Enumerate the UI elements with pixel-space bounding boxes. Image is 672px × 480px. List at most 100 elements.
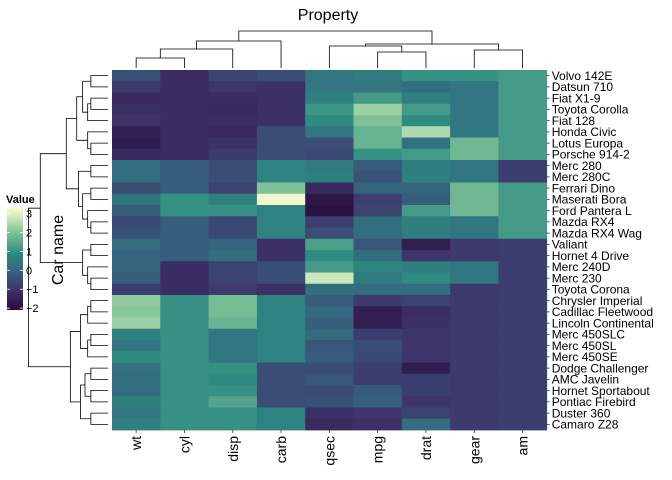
- x-tick-label: wt: [128, 436, 144, 451]
- dendrogram-link: [87, 131, 108, 150]
- heatmap-cell: [498, 193, 548, 206]
- dendrogram-link: [90, 277, 108, 290]
- dendrogram-link: [328, 45, 403, 68]
- heatmap-cell: [450, 340, 499, 352]
- y-tick-label: Chrysler Imperial: [552, 294, 643, 308]
- heatmap-cell: [450, 306, 499, 318]
- y-tick-label: Mazda RX4: [552, 215, 615, 229]
- heatmap-cell: [160, 328, 209, 341]
- heatmap-cell: [112, 137, 161, 150]
- heatmap-cell: [160, 373, 209, 386]
- dendrogram-link: [65, 118, 79, 190]
- heatmap-cell: [305, 250, 354, 262]
- heatmap-cell: [401, 238, 451, 251]
- heatmap-cell: [160, 283, 209, 296]
- y-tick-label: Ferrari Dino: [552, 181, 616, 195]
- heatmap-cell: [353, 418, 403, 431]
- heatmap-cell: [450, 160, 499, 172]
- x-tick-label: gear: [466, 436, 482, 464]
- heatmap-cell: [353, 261, 403, 273]
- dendrogram-link: [90, 243, 108, 257]
- heatmap-cell: [256, 418, 306, 431]
- heatmap-cell: [450, 171, 499, 183]
- heatmap-cell: [256, 283, 306, 296]
- heatmap-cell: [353, 193, 403, 206]
- dendrogram-link: [196, 40, 282, 68]
- y-tick-label: Camaro Z28: [552, 418, 619, 432]
- y-tick-label: Datsun 710: [552, 80, 614, 94]
- heatmap-cell: [208, 148, 258, 161]
- x-tick-label: carb: [273, 436, 289, 463]
- color-legend: Value 3 2 1 0 −1 −2: [6, 194, 39, 315]
- y-tick-label: Valiant: [552, 238, 588, 252]
- heatmap-cell: [353, 362, 403, 375]
- heatmap-cell: [498, 385, 548, 397]
- y-tick-label: Fiat 128: [552, 114, 596, 128]
- heatmap-cell: [256, 328, 306, 341]
- heatmap-cell: [305, 216, 354, 228]
- heatmap-cell: [353, 373, 403, 386]
- heatmap-cell: [401, 317, 451, 330]
- heatmap-cell: [305, 103, 354, 116]
- x-tick-label: am: [515, 436, 531, 455]
- heatmap-cell: [353, 340, 403, 352]
- heatmap-cell: [256, 81, 306, 93]
- heatmap-cell: [112, 396, 161, 408]
- heatmap-cell: [112, 171, 161, 183]
- dendrogram-link: [78, 170, 91, 207]
- heatmap-cell: [353, 216, 403, 228]
- y-tick-label: Lotus Europa: [552, 136, 624, 150]
- y-tick-label: Merc 230: [552, 271, 602, 285]
- heatmap-cell: [401, 340, 451, 352]
- heatmap-cell: [160, 115, 209, 127]
- heatmap-cell: [208, 137, 258, 150]
- heatmap-cell: [450, 238, 499, 251]
- heatmap-cell: [401, 137, 451, 150]
- heatmap-cell: [208, 362, 258, 375]
- heatmap-cell: [353, 92, 403, 105]
- heatmap-cell: [208, 418, 258, 431]
- heatmap-cell: [353, 238, 403, 251]
- dendrogram-link: [82, 193, 91, 220]
- heatmap-cell: [401, 171, 451, 183]
- heatmap-cell: [208, 238, 258, 251]
- heatmap-cell: [160, 295, 209, 307]
- heatmap-cell: [401, 295, 451, 307]
- heatmap-cell: [160, 182, 209, 195]
- legend-ticks: 3 2 1 0 −1 −2: [7, 209, 39, 315]
- heatmap-cell: [353, 351, 403, 363]
- heatmap-cell: [450, 407, 499, 420]
- heatmap-cell: [498, 418, 548, 431]
- heatmap-cell: [112, 70, 161, 82]
- heatmap-cell: [208, 216, 258, 228]
- heatmap-cell: [353, 250, 403, 262]
- heatmap-cell: [160, 126, 209, 138]
- heatmap-cell: [305, 295, 354, 307]
- heatmap-cell: [401, 407, 451, 420]
- heatmap-cell: [160, 351, 209, 363]
- heatmap-cell: [208, 182, 258, 195]
- heatmap-cell: [256, 115, 306, 127]
- legend-tick-label: −1: [26, 284, 39, 296]
- heatmap-cell: [112, 385, 161, 397]
- heatmap-cell: [498, 340, 548, 352]
- heatmap-cell: [256, 137, 306, 150]
- heatmap-cell: [256, 148, 306, 161]
- heatmap-cell: [112, 193, 161, 206]
- heatmap-cell: [401, 250, 451, 262]
- heatmap-cell: [498, 205, 548, 217]
- heatmap-cell: [353, 306, 403, 318]
- heatmap-cell: [208, 227, 258, 240]
- heatmap-cell: [305, 81, 354, 93]
- legend-tick-label: 0: [26, 265, 32, 277]
- heatmap-cell: [160, 250, 209, 262]
- heatmap-cell: [450, 126, 499, 138]
- heatmap-cell: [256, 126, 306, 138]
- dendrogram-link: [80, 384, 91, 420]
- heatmap-cell: [112, 115, 161, 127]
- heatmap-cell: [160, 193, 209, 206]
- heatmap-cell: [160, 137, 209, 150]
- heatmap-cell: [256, 306, 306, 318]
- dendrogram-link: [135, 57, 185, 68]
